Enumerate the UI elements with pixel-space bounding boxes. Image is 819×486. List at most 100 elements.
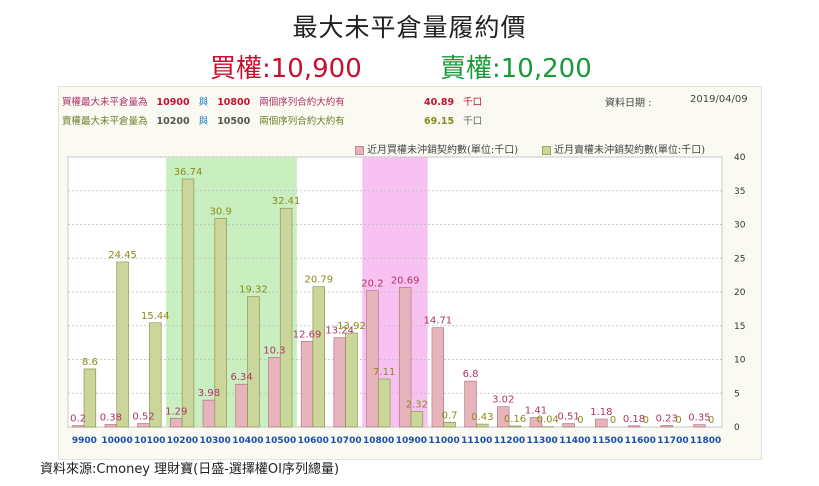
put-value-label-11500: 0 — [610, 415, 616, 426]
call-bar-11100 — [464, 380, 477, 428]
call-bar-11300 — [529, 417, 543, 428]
call-bar-10300 — [202, 399, 216, 428]
put-value-label-10800: 7.11 — [373, 367, 395, 378]
put-unit: 千口 — [463, 116, 483, 127]
x-tick-11500: 11500 — [592, 436, 623, 446]
put-value-label-11800: 0 — [708, 415, 714, 426]
call-value-label-10200: 1.29 — [165, 406, 187, 417]
y-tick-0: 0 — [734, 423, 740, 433]
put-desc: 兩個序列合約大約有 — [259, 116, 345, 127]
y-tick-5: 5 — [734, 389, 740, 399]
chart-title: 最大未平倉量履約價 — [292, 13, 527, 42]
x-tick-11000: 11000 — [428, 436, 459, 446]
x-tick-10000: 10000 — [101, 436, 132, 446]
put-summary: 賣權:10,200 — [440, 54, 592, 84]
call-bar-10200 — [170, 417, 183, 428]
y-tick-35: 35 — [734, 187, 745, 197]
data-labels: 0.2 8.6 0.38 24.45 0.52 15.44 1.29 36.74 3.98 30.… — [70, 167, 714, 426]
call-unit: 千口 — [463, 97, 483, 108]
y-tick-20: 20 — [734, 288, 746, 298]
y-tick-30: 30 — [734, 221, 746, 231]
put-bar-10100 — [149, 322, 162, 428]
put-value-label-11400: 0 — [577, 415, 583, 426]
call-bar-9900 — [71, 425, 85, 428]
put-bar-10700 — [345, 332, 358, 428]
put-strike-2: 10500 — [217, 116, 251, 127]
put-value-label-11600: 0 — [643, 415, 649, 426]
call-bar-10500 — [268, 357, 281, 428]
call-strike-1: 10900 — [156, 97, 190, 108]
x-tick-10300: 10300 — [199, 436, 230, 446]
put-value-group: 69.15 千口 — [424, 113, 482, 127]
call-bar-11800 — [693, 424, 706, 428]
put-bar-11200 — [508, 425, 522, 428]
legend-call: 近月買權未沖銷契約數(單位:千口) — [355, 141, 518, 156]
x-tick-10100: 10100 — [134, 436, 165, 446]
put-bar-10300 — [214, 218, 227, 428]
put-value-label-10500: 32.41 — [272, 196, 301, 207]
y-tick-25: 25 — [734, 254, 745, 264]
call-bar-11600 — [627, 425, 641, 428]
call-bar-10800 — [366, 290, 379, 428]
call-bar-11400 — [562, 423, 575, 428]
put-value-label-10000: 24.45 — [108, 250, 137, 261]
x-tick-11700: 11700 — [657, 436, 688, 446]
call-value-label-11600: 0.18 — [623, 414, 645, 425]
call-bar-11200 — [497, 406, 510, 428]
call-value-label-10500: 10.3 — [263, 345, 285, 356]
put-and-text: 與 — [198, 116, 209, 127]
call-bar-11000 — [431, 327, 445, 428]
call-summary: 買權:10,900 — [210, 54, 362, 84]
x-tick-10200: 10200 — [167, 436, 198, 446]
put-bar-10400 — [247, 296, 260, 428]
put-value-label-10400: 19.32 — [239, 285, 268, 296]
put-value-label-10300: 30.9 — [210, 206, 232, 217]
put-bar-10600 — [312, 286, 325, 428]
put-value-label-11100: 0.43 — [471, 412, 493, 423]
call-value-label-10400: 6.34 — [231, 372, 253, 383]
put-value-label-10600: 20.79 — [304, 275, 333, 286]
put-info-row: 賣權最大未平倉量為 10200 與 10500 兩個序列合約大約有 — [62, 113, 345, 127]
call-value-group: 40.89 千口 — [424, 94, 482, 108]
x-tick-11600: 11600 — [625, 436, 656, 446]
call-value-label-10300: 3.98 — [198, 388, 220, 399]
put-bar-10200 — [181, 178, 195, 428]
x-tick-11400: 11400 — [559, 436, 590, 446]
put-bar-10500 — [279, 207, 293, 428]
put-info-label: 賣權最大未平倉量為 — [62, 116, 148, 127]
x-tick-9900: 9900 — [72, 436, 97, 446]
call-value-label-11000: 14.71 — [424, 316, 453, 327]
put-total-value: 69.15 — [424, 116, 455, 127]
call-bar-11500 — [595, 418, 608, 428]
put-value-label-11200: 0.16 — [504, 414, 526, 425]
put-bar-10000 — [116, 261, 129, 428]
y-tick-40: 40 — [734, 153, 746, 163]
y-tick-10: 10 — [734, 356, 746, 366]
call-info-label: 買權最大未平倉量為 — [62, 97, 148, 108]
call-value-label-10700: 13.24 — [325, 326, 354, 337]
call-info-row: 買權最大未平倉量為 10900 與 10800 兩個序列合約大約有 — [62, 94, 345, 108]
put-bar-11000 — [443, 421, 456, 428]
x-tick-10600: 10600 — [298, 436, 329, 446]
source-note: 資料來源:Cmoney 理財寶(日盛-選擇權OI序列總量) — [40, 462, 340, 477]
x-tick-labels: 9900 10000 10100 10200 10300 10400 10500 10600 1… — [72, 436, 721, 446]
call-bar-10100 — [137, 423, 150, 428]
legend-call-label: 近月買權未沖銷契約數(單位:千口) — [367, 145, 519, 156]
put-value-label-11700: 0 — [675, 415, 681, 426]
call-value-label-10100: 0.52 — [132, 411, 154, 422]
put-bar-11100 — [476, 423, 489, 428]
date-value: 2019/04/09 — [690, 94, 748, 105]
date-label: 資料日期 : — [605, 98, 652, 109]
x-tick-10800: 10800 — [363, 436, 394, 446]
call-value-label-10000: 0.38 — [100, 412, 122, 423]
x-tick-11800: 11800 — [690, 436, 721, 446]
put-value-label-9900: 8.6 — [82, 357, 98, 368]
call-value-label-11700: 0.23 — [656, 413, 678, 424]
call-value-label-10800: 20.2 — [361, 279, 383, 290]
put-strike-1: 10200 — [156, 116, 190, 127]
legend-put-swatch — [542, 145, 551, 155]
put-bar-10900 — [410, 411, 424, 428]
put-bar-10800 — [378, 378, 391, 428]
call-desc: 兩個序列合約大約有 — [259, 97, 345, 108]
